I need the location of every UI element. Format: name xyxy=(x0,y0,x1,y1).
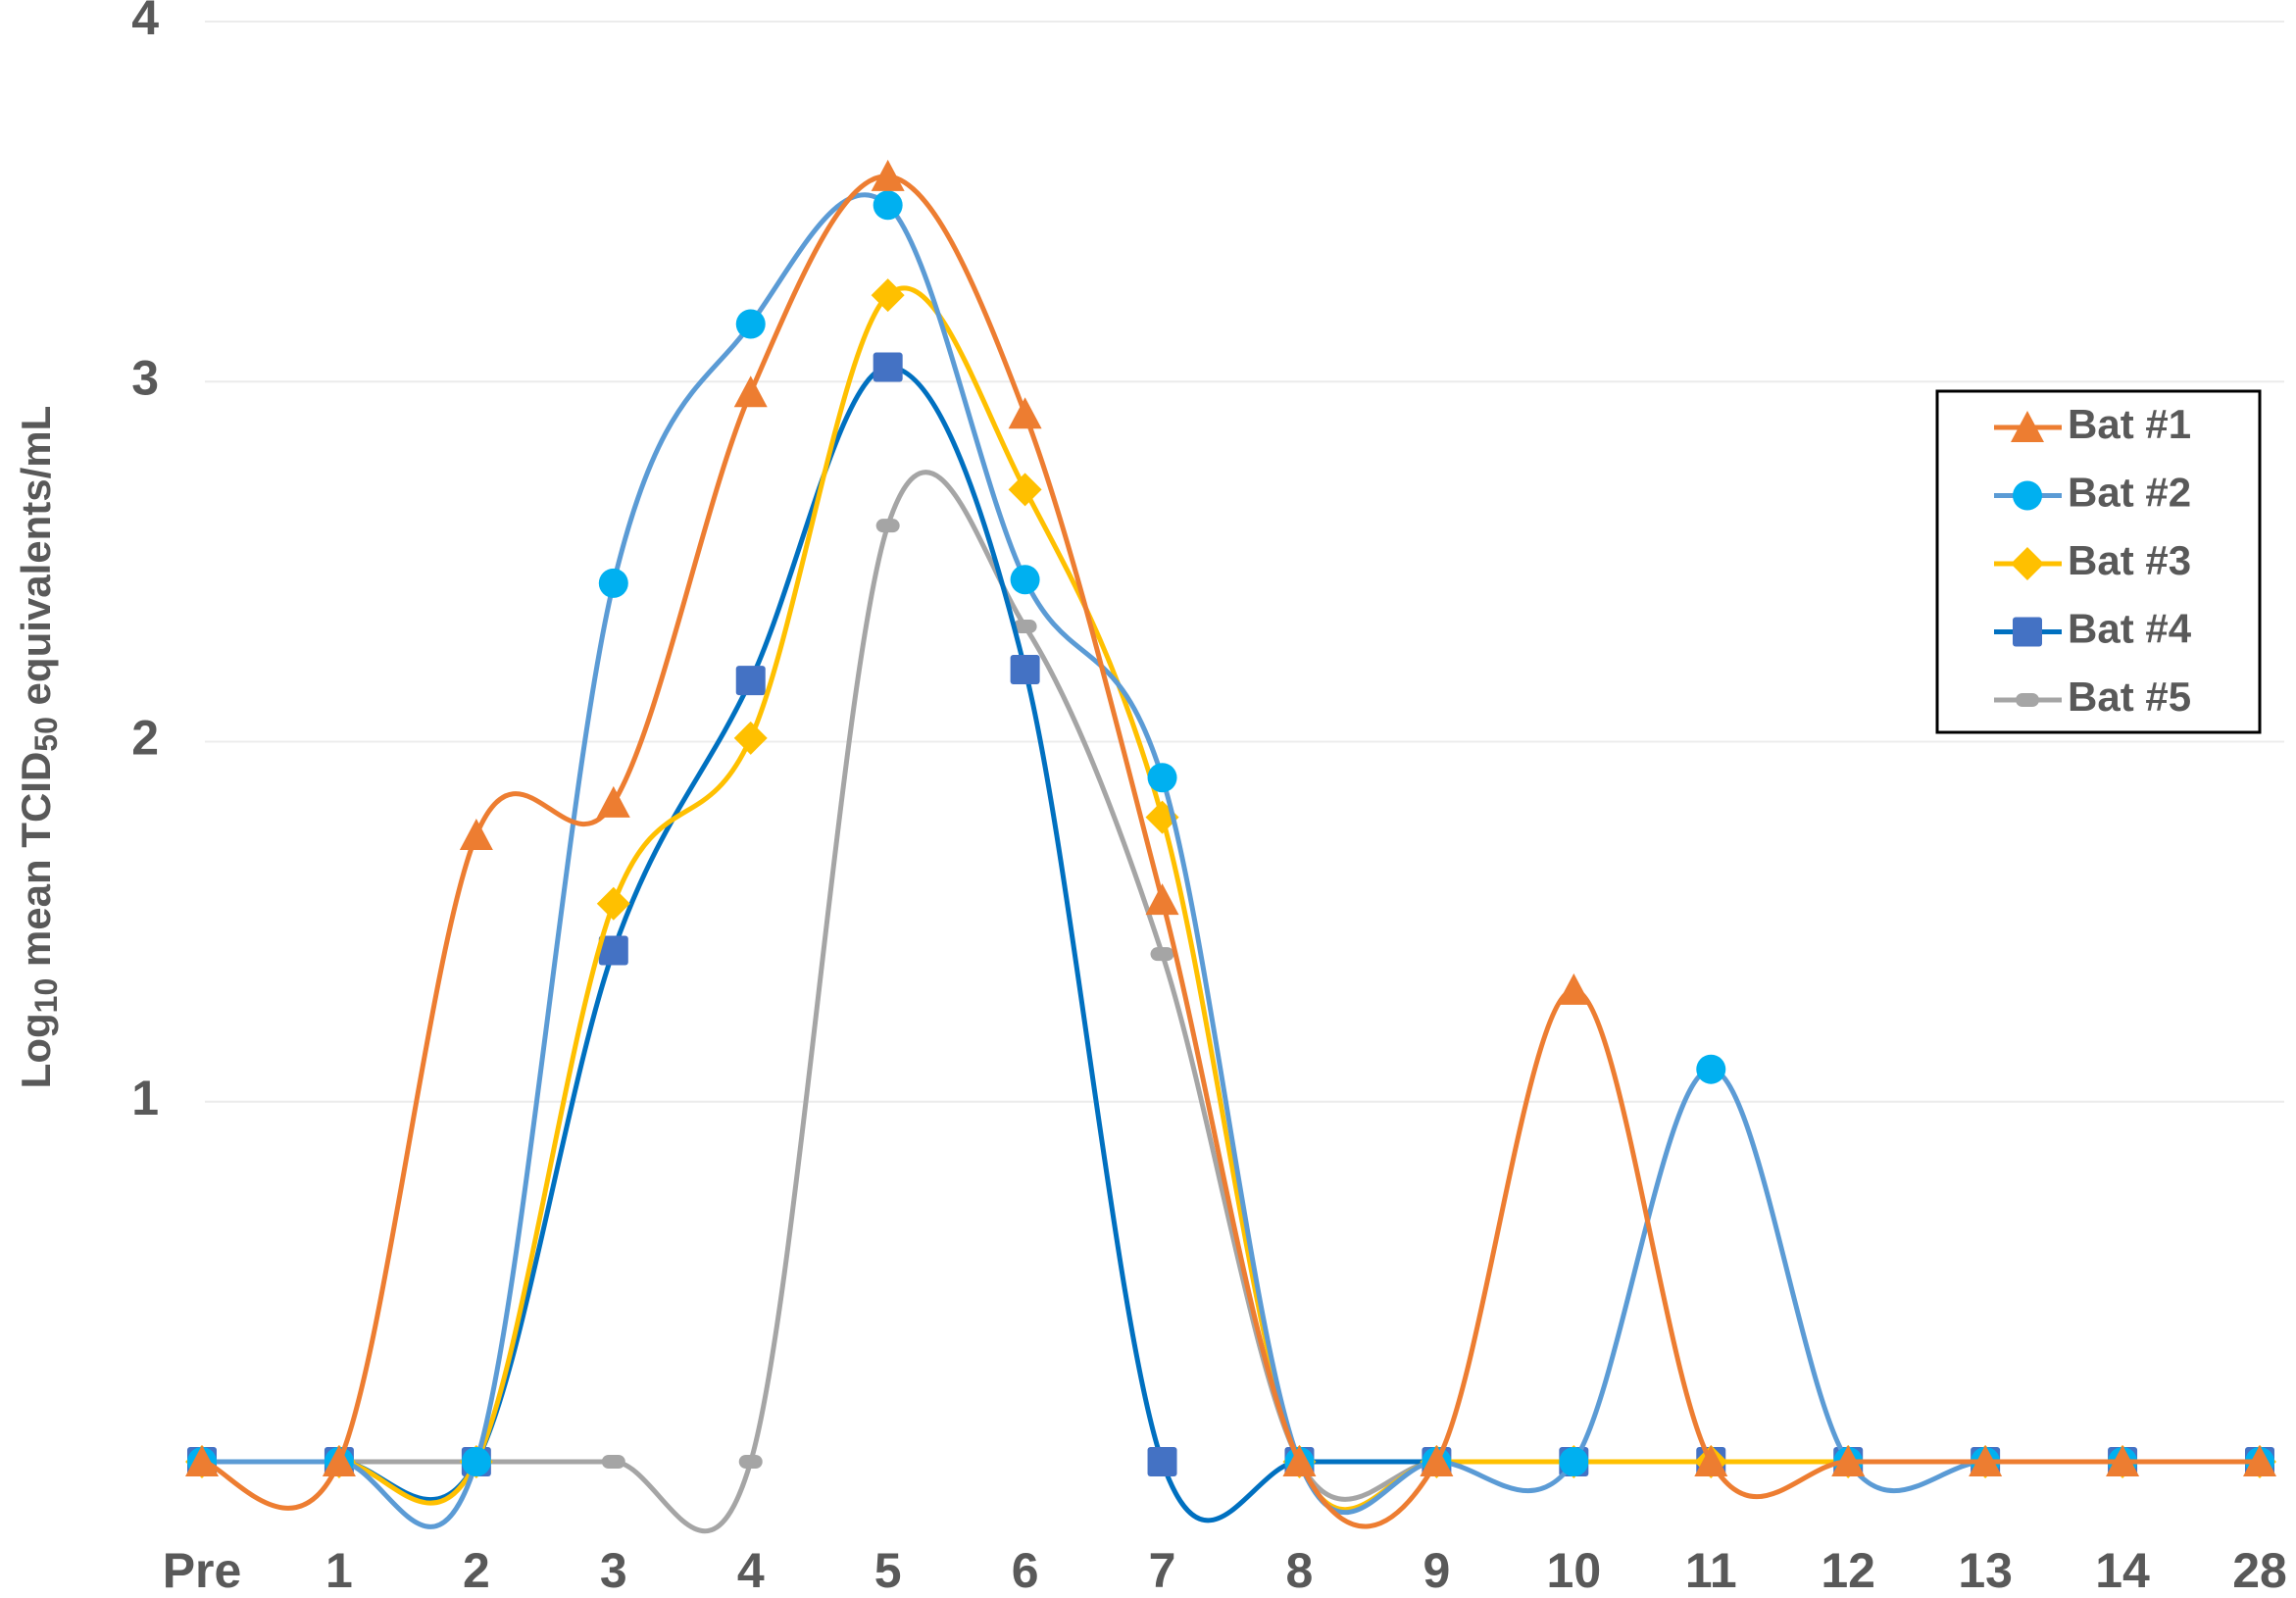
marker xyxy=(2243,1445,2276,1476)
marker xyxy=(1694,1445,1728,1476)
marker xyxy=(1010,655,1040,685)
marker xyxy=(1831,1445,1866,1476)
marker xyxy=(1013,619,1037,633)
marker xyxy=(2106,1445,2140,1476)
marker xyxy=(735,666,766,696)
x-tick-label: 8 xyxy=(1286,1543,1314,1598)
x-tick-label: 6 xyxy=(1012,1543,1039,1598)
legend-label: Bat #2 xyxy=(2068,470,2191,516)
marker xyxy=(733,721,768,755)
y-tick-label: 4 xyxy=(131,0,159,45)
marker xyxy=(461,1447,491,1476)
marker xyxy=(185,1445,219,1476)
marker xyxy=(871,278,905,313)
marker xyxy=(598,568,628,598)
series-line xyxy=(201,174,2260,1529)
marker xyxy=(1969,1445,2003,1476)
x-tick-label: 9 xyxy=(1423,1543,1450,1598)
marker xyxy=(596,886,630,921)
y-label-part: Log xyxy=(13,1013,59,1088)
legend-label: Bat #1 xyxy=(2068,401,2191,447)
marker xyxy=(873,352,903,382)
x-tick-label: 7 xyxy=(1149,1543,1176,1598)
y-axis-label: Log10 mean TCID50 equivalents/mL xyxy=(13,406,64,1089)
legend-marker xyxy=(2013,617,2042,647)
x-tick-label: 2 xyxy=(463,1543,490,1598)
y-label-subscript: 50 xyxy=(28,717,64,752)
marker xyxy=(1010,565,1040,595)
marker xyxy=(1147,1447,1177,1476)
x-tick-label: 3 xyxy=(600,1543,627,1598)
y-tick-label: 2 xyxy=(131,711,159,766)
y-tick-label: 1 xyxy=(131,1071,159,1125)
legend-box xyxy=(1935,389,2262,734)
marker xyxy=(1008,397,1042,429)
marker xyxy=(596,785,630,818)
x-tick-label: 14 xyxy=(2095,1543,2150,1598)
marker xyxy=(1282,1445,1317,1476)
marker xyxy=(1008,473,1042,507)
marker xyxy=(735,309,766,339)
marker xyxy=(1145,883,1179,916)
series xyxy=(187,190,2274,1529)
x-tick-label: 12 xyxy=(1821,1543,1875,1598)
legend-marker xyxy=(2011,547,2044,580)
marker xyxy=(875,519,900,533)
legend-marker xyxy=(2016,693,2039,707)
y-label-part: equivalents/mL xyxy=(13,406,59,717)
x-tick-label: 4 xyxy=(737,1543,765,1598)
marker xyxy=(598,935,628,966)
x-tick-label: Pre xyxy=(163,1543,242,1598)
legend-marker xyxy=(2013,480,2042,511)
marker xyxy=(1696,1054,1726,1084)
marker xyxy=(1147,763,1177,793)
x-tick-label: 5 xyxy=(874,1543,902,1598)
y-label-subscript: 10 xyxy=(28,978,64,1014)
x-tick-label: 1 xyxy=(325,1543,353,1598)
x-tick-label: 28 xyxy=(2232,1543,2287,1598)
marker xyxy=(733,375,768,408)
marker xyxy=(322,1445,356,1476)
series xyxy=(185,159,2276,1529)
marker xyxy=(1420,1445,1454,1476)
x-tick-label: 10 xyxy=(1547,1543,1602,1598)
x-tick-label: 11 xyxy=(1685,1543,1737,1598)
series-line xyxy=(202,192,2260,1529)
legend-label: Bat #3 xyxy=(2068,537,2191,583)
marker xyxy=(1559,1447,1589,1476)
marker xyxy=(871,159,905,191)
marker xyxy=(1150,947,1174,962)
marker xyxy=(738,1455,763,1469)
marker xyxy=(1557,973,1591,1005)
marker xyxy=(873,190,903,221)
marker xyxy=(601,1455,625,1469)
y-label-part: mean TCID xyxy=(13,752,59,978)
marker xyxy=(459,818,493,850)
legend-marker xyxy=(2011,411,2044,442)
x-tick-label: 13 xyxy=(1958,1543,2013,1598)
legend-label: Bat #4 xyxy=(2068,606,2192,652)
legend-label: Bat #5 xyxy=(2068,674,2191,720)
y-tick-label: 3 xyxy=(131,350,159,405)
